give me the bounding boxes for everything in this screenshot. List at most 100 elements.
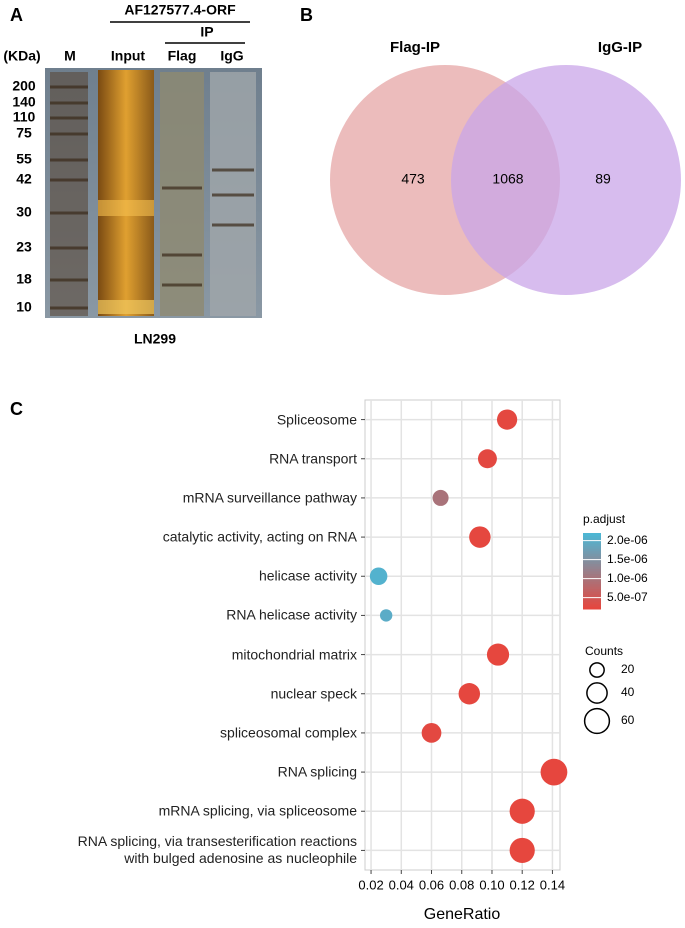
- x-tick-label: 0.08: [449, 877, 474, 892]
- dot: [509, 798, 535, 824]
- dot: [540, 758, 568, 786]
- colorbar-segment: [583, 583, 601, 587]
- venn-set: [451, 65, 681, 295]
- colorbar-segment: [583, 598, 601, 602]
- y-tick-label: RNA helicase activity: [226, 606, 357, 623]
- color-legend-title: p.adjust: [583, 512, 626, 526]
- colorbar-segment: [583, 540, 601, 544]
- y-tick-label: helicase activity: [258, 567, 357, 584]
- venn-count: 1068: [492, 171, 523, 187]
- venn-set-name: Flag-IP: [390, 39, 440, 56]
- gel-marker-label: 10: [16, 299, 32, 315]
- y-tick-label: mRNA splicing, via spliceosome: [158, 802, 357, 819]
- dot: [496, 409, 518, 430]
- panel-label: A: [10, 5, 23, 25]
- plot-panel: [364, 399, 561, 871]
- dot: [486, 643, 510, 666]
- venn-count: 89: [595, 171, 611, 187]
- colorbar-segment: [583, 563, 601, 567]
- gel-header: AF127577.4-ORF: [124, 2, 236, 18]
- x-tick-label: 0.12: [510, 877, 535, 892]
- colorbar-segment: [583, 593, 601, 597]
- x-tick-label: 0.04: [389, 877, 414, 892]
- gel-marker-label: 23: [16, 239, 32, 255]
- x-axis-label: GeneRatio: [424, 906, 501, 923]
- colorbar-segment: [583, 573, 601, 577]
- x-tick-label: 0.10: [479, 877, 504, 892]
- gel-marker-label: 18: [16, 271, 32, 287]
- colorbar-segment: [583, 576, 601, 580]
- dot: [509, 837, 535, 864]
- gel-cell-line: LN299: [134, 331, 176, 347]
- colorbar-segment: [583, 560, 601, 564]
- gel-unit: (KDa): [3, 48, 40, 64]
- venn-count: 473: [401, 171, 425, 187]
- y-tick-label: nuclear speck: [270, 685, 357, 702]
- gel-marker-label: 110: [13, 109, 36, 125]
- size-legend-key: [586, 682, 608, 704]
- x-tick-label: 0.06: [419, 877, 444, 892]
- dot: [458, 683, 481, 705]
- colorbar-segment: [583, 553, 601, 557]
- size-legend-label: 40: [621, 685, 635, 699]
- panel-label: C: [10, 399, 23, 419]
- dot: [477, 449, 497, 469]
- colorbar-tick-label: 2.0e-06: [607, 533, 648, 547]
- colorbar-segment: [583, 588, 601, 592]
- colorbar-segment: [583, 548, 601, 552]
- gel-marker-label: 75: [16, 125, 32, 141]
- y-tick-label: RNA transport: [269, 450, 357, 467]
- dot: [432, 489, 449, 506]
- gel-lane-label: M: [64, 48, 76, 64]
- colorbar-segment: [583, 533, 601, 537]
- colorbar-segment: [583, 606, 601, 610]
- colorbar-segment: [583, 565, 601, 569]
- y-tick-label: RNA splicing: [277, 763, 357, 780]
- size-legend-label: 20: [621, 662, 635, 676]
- venn-set-name: IgG-IP: [598, 39, 642, 56]
- colorbar-tick-label: 5.0e-07: [607, 590, 648, 604]
- colorbar-segment: [583, 550, 601, 554]
- gel-marker-label: 42: [16, 171, 32, 187]
- gel-marker-label: 30: [16, 204, 32, 220]
- size-legend-key: [589, 662, 605, 678]
- gel-image: [45, 21, 262, 318]
- colorbar-segment: [583, 603, 601, 607]
- x-tick-label: 0.14: [540, 877, 565, 892]
- dot: [369, 567, 388, 586]
- colorbar-segment: [583, 545, 601, 549]
- gel-lane-label: IgG: [220, 48, 243, 64]
- colorbar-segment: [583, 543, 601, 547]
- colorbar-tick-label: 1.5e-06: [607, 552, 648, 566]
- gel-ip: IP: [200, 24, 213, 40]
- y-tick-label: spliceosomal complex: [220, 724, 357, 741]
- colorbar-segment: [583, 586, 601, 590]
- colorbar-tick-label: 1.0e-06: [607, 571, 648, 585]
- dot: [379, 609, 393, 622]
- colorbar-segment: [583, 578, 601, 582]
- x-tick-label: 0.02: [358, 877, 383, 892]
- y-tick-label: mitochondrial matrix: [231, 646, 357, 663]
- gel-marker-label: 140: [12, 94, 36, 110]
- size-legend-key: [583, 707, 611, 735]
- colorbar-segment: [583, 601, 601, 605]
- colorbar-segment: [583, 535, 601, 539]
- gel-lane-label: Flag: [168, 48, 197, 64]
- gel-marker-label: 55: [16, 151, 32, 167]
- dot: [421, 723, 442, 743]
- dot: [469, 526, 491, 548]
- y-tick-label: catalytic activity, acting on RNA: [162, 528, 357, 545]
- panel-label: B: [300, 5, 313, 25]
- colorbar-segment: [583, 571, 601, 575]
- colorbar-segment: [583, 555, 601, 559]
- colorbar-segment: [583, 581, 601, 585]
- size-legend-label: 60: [621, 713, 635, 727]
- y-tick-label: RNA splicing, via transesterification re…: [77, 833, 357, 867]
- y-tick-label: mRNA surveillance pathway: [182, 489, 357, 506]
- y-tick-label: Spliceosome: [276, 411, 357, 428]
- colorbar-segment: [583, 591, 601, 595]
- gel-lane-label: Input: [111, 48, 146, 64]
- size-legend-title: Counts: [585, 644, 623, 658]
- gel-marker-label: 200: [12, 78, 36, 94]
